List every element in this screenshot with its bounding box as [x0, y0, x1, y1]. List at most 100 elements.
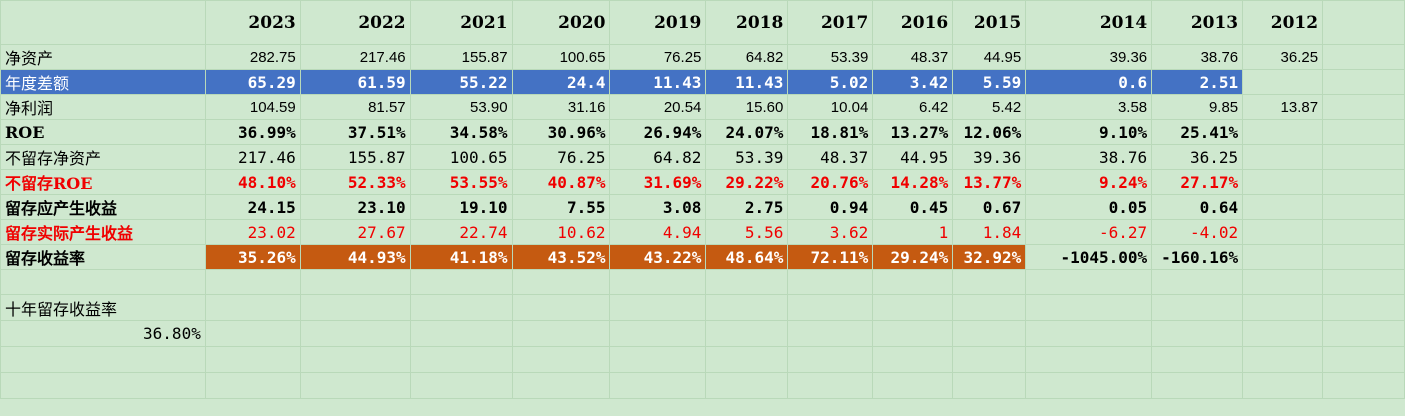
- empty-cell[interactable]: [0, 346, 206, 373]
- expected-gain-row-value[interactable]: [1242, 194, 1324, 220]
- empty-cell[interactable]: [299, 269, 411, 295]
- net-profit-row-value[interactable]: 15.60: [705, 94, 789, 120]
- expected-gain-row-value[interactable]: 2.75: [705, 194, 789, 220]
- annual-diff-row-value[interactable]: 0.6: [1025, 69, 1153, 95]
- empty-cell[interactable]: [204, 372, 301, 399]
- empty-cell[interactable]: [705, 346, 789, 373]
- net-profit-row-label[interactable]: 净利润: [0, 94, 206, 120]
- actual-gain-row-value[interactable]: 23.02: [204, 219, 301, 245]
- actual-gain-row-value[interactable]: 4.94: [609, 219, 707, 245]
- empty-cell[interactable]: [409, 372, 513, 399]
- expected-gain-row-label[interactable]: 留存应产生收益: [0, 194, 206, 220]
- expected-gain-row-value[interactable]: 19.10: [409, 194, 513, 220]
- unretained-assets-row-value[interactable]: 217.46: [204, 144, 301, 170]
- empty-cell[interactable]: [787, 269, 874, 295]
- unretained-roe-row-value[interactable]: 20.76%: [787, 169, 874, 195]
- actual-gain-row-value[interactable]: [1242, 219, 1324, 245]
- annual-diff-row-value[interactable]: 11.43: [705, 69, 789, 95]
- retained-rate-row-value[interactable]: -1045.00%: [1025, 244, 1153, 270]
- roe-row-value[interactable]: 34.58%: [409, 119, 513, 145]
- empty-cell[interactable]: [1322, 44, 1405, 70]
- empty-cell[interactable]: [1322, 372, 1405, 399]
- annual-diff-row-value[interactable]: 5.02: [787, 69, 874, 95]
- retained-rate-row-value[interactable]: 32.92%: [952, 244, 1027, 270]
- retained-rate-row-value[interactable]: 43.22%: [609, 244, 707, 270]
- empty-cell[interactable]: [787, 372, 874, 399]
- expected-gain-row-value[interactable]: 0.45: [872, 194, 954, 220]
- expected-gain-row-value[interactable]: 7.55: [511, 194, 611, 220]
- annual-diff-row-value[interactable]: [1242, 69, 1324, 95]
- empty-cell[interactable]: [511, 294, 611, 321]
- actual-gain-row-value[interactable]: 10.62: [511, 219, 611, 245]
- net-assets-row-value[interactable]: 36.25: [1242, 44, 1324, 70]
- empty-cell[interactable]: [1242, 346, 1324, 373]
- retained-rate-row-value[interactable]: 72.11%: [787, 244, 874, 270]
- empty-cell[interactable]: [1322, 169, 1405, 195]
- empty-cell[interactable]: [1242, 269, 1324, 295]
- net-assets-row-value[interactable]: 44.95: [952, 44, 1027, 70]
- year-header[interactable]: 2015: [952, 0, 1027, 45]
- empty-cell[interactable]: [872, 346, 954, 373]
- unretained-assets-row-value[interactable]: 76.25: [511, 144, 611, 170]
- empty-cell[interactable]: [1025, 294, 1153, 321]
- empty-cell[interactable]: [1151, 320, 1244, 347]
- net-profit-row-value[interactable]: 5.42: [952, 94, 1027, 120]
- unretained-assets-row-value[interactable]: 38.76: [1025, 144, 1153, 170]
- empty-cell[interactable]: [1322, 69, 1405, 95]
- unretained-assets-row-value[interactable]: 36.25: [1151, 144, 1244, 170]
- empty-cell[interactable]: [204, 346, 301, 373]
- empty-cell[interactable]: [1025, 269, 1153, 295]
- empty-cell[interactable]: [409, 346, 513, 373]
- empty-cell[interactable]: [204, 294, 301, 321]
- year-header[interactable]: 2023: [204, 0, 301, 45]
- empty-cell[interactable]: [609, 320, 707, 347]
- annual-diff-row-value[interactable]: 5.59: [952, 69, 1027, 95]
- unretained-roe-row-value[interactable]: 13.77%: [952, 169, 1027, 195]
- net-profit-row-value[interactable]: 9.85: [1151, 94, 1244, 120]
- empty-cell[interactable]: [787, 346, 874, 373]
- unretained-roe-row-value[interactable]: 52.33%: [299, 169, 411, 195]
- actual-gain-row-value[interactable]: -4.02: [1151, 219, 1244, 245]
- empty-cell[interactable]: [204, 269, 301, 295]
- empty-cell[interactable]: [952, 320, 1027, 347]
- year-header[interactable]: 2022: [299, 0, 411, 45]
- roe-row-label[interactable]: ROE: [0, 119, 206, 145]
- empty-cell[interactable]: [1322, 119, 1405, 145]
- net-assets-row-value[interactable]: 100.65: [511, 44, 611, 70]
- year-header[interactable]: 2012: [1242, 0, 1324, 45]
- roe-row-value[interactable]: 25.41%: [1151, 119, 1244, 145]
- retained-rate-row-value[interactable]: 44.93%: [299, 244, 411, 270]
- annual-diff-row-value[interactable]: 24.4: [511, 69, 611, 95]
- net-assets-row-value[interactable]: 48.37: [872, 44, 954, 70]
- empty-cell[interactable]: [1151, 269, 1244, 295]
- expected-gain-row-value[interactable]: 0.05: [1025, 194, 1153, 220]
- summary-value[interactable]: 36.80%: [0, 320, 206, 347]
- net-profit-row-value[interactable]: 104.59: [204, 94, 301, 120]
- retained-rate-row-value[interactable]: -160.16%: [1151, 244, 1244, 270]
- empty-cell[interactable]: [1242, 372, 1324, 399]
- empty-cell[interactable]: [1322, 194, 1405, 220]
- net-profit-row-value[interactable]: 6.42: [872, 94, 954, 120]
- empty-cell[interactable]: [952, 269, 1027, 295]
- empty-cell[interactable]: [1151, 372, 1244, 399]
- empty-cell[interactable]: [409, 269, 513, 295]
- expected-gain-row-value[interactable]: 0.64: [1151, 194, 1244, 220]
- roe-row-value[interactable]: 13.27%: [872, 119, 954, 145]
- empty-cell[interactable]: [1242, 294, 1324, 321]
- roe-row-value[interactable]: [1242, 119, 1324, 145]
- empty-cell[interactable]: [1322, 244, 1405, 270]
- empty-cell[interactable]: [705, 294, 789, 321]
- unretained-roe-row-value[interactable]: [1242, 169, 1324, 195]
- annual-diff-row-value[interactable]: 61.59: [299, 69, 411, 95]
- empty-cell[interactable]: [787, 320, 874, 347]
- retained-rate-row-value[interactable]: 43.52%: [511, 244, 611, 270]
- empty-cell[interactable]: [1025, 372, 1153, 399]
- year-header[interactable]: 2013: [1151, 0, 1244, 45]
- expected-gain-row-value[interactable]: 24.15: [204, 194, 301, 220]
- retained-rate-row-label[interactable]: 留存收益率: [0, 244, 206, 270]
- empty-cell[interactable]: [1322, 0, 1405, 45]
- unretained-roe-row-value[interactable]: 31.69%: [609, 169, 707, 195]
- year-header[interactable]: 2017: [787, 0, 874, 45]
- empty-cell[interactable]: [1242, 320, 1324, 347]
- retained-rate-row-value[interactable]: 35.26%: [204, 244, 301, 270]
